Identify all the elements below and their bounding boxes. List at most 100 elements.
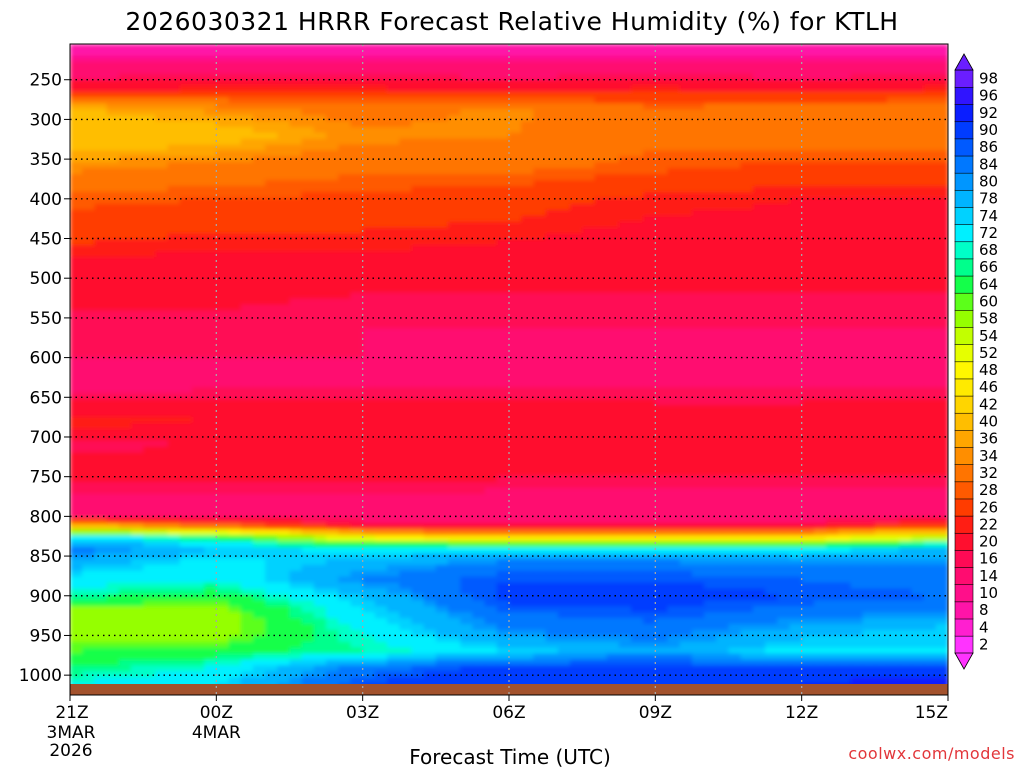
rh-cell bbox=[191, 61, 205, 69]
rh-cell bbox=[387, 251, 400, 258]
rh-cell bbox=[362, 203, 376, 211]
rh-cell bbox=[204, 257, 217, 264]
rh-cell bbox=[594, 257, 608, 264]
rh-cell bbox=[667, 144, 681, 152]
rh-cell bbox=[204, 209, 217, 217]
rh-cell bbox=[374, 73, 388, 81]
rh-cell bbox=[826, 150, 839, 158]
rh-cell bbox=[801, 132, 815, 140]
rh-cell bbox=[533, 215, 547, 223]
rh-cell bbox=[594, 322, 608, 329]
rh-cell bbox=[106, 79, 120, 87]
rh-cell bbox=[252, 416, 266, 424]
rh-cell bbox=[777, 197, 791, 205]
rh-cell bbox=[606, 434, 620, 442]
rh-cell bbox=[923, 416, 937, 424]
rh-cell bbox=[155, 446, 169, 453]
rh-cell bbox=[801, 221, 815, 229]
rh-cell bbox=[655, 227, 669, 234]
rh-cell bbox=[289, 251, 303, 258]
rh-cell bbox=[374, 416, 388, 424]
rh-cell bbox=[435, 446, 449, 453]
rh-cell bbox=[70, 310, 83, 317]
rh-cell bbox=[289, 405, 303, 412]
rh-cell bbox=[691, 304, 705, 311]
rh-cell bbox=[582, 49, 595, 57]
rh-cell bbox=[313, 345, 327, 353]
rh-cell bbox=[935, 174, 948, 181]
rh-cell bbox=[899, 239, 913, 246]
rh-cell bbox=[387, 215, 400, 223]
rh-cell bbox=[679, 286, 693, 294]
rh-cell bbox=[704, 233, 717, 240]
rh-cell bbox=[106, 44, 120, 51]
rh-cell bbox=[496, 268, 510, 276]
rh-cell bbox=[374, 393, 388, 400]
rh-cell bbox=[935, 197, 948, 205]
rh-cell bbox=[423, 79, 437, 87]
rh-cell bbox=[630, 97, 644, 104]
rh-cell bbox=[509, 227, 522, 234]
rh-cell bbox=[204, 304, 217, 311]
rh-cell bbox=[874, 73, 888, 81]
rh-cell bbox=[179, 126, 193, 134]
rh-cell bbox=[411, 446, 425, 453]
rh-cell bbox=[423, 375, 437, 382]
rh-cell bbox=[435, 138, 449, 146]
rh-cell bbox=[923, 286, 937, 294]
rh-cell bbox=[826, 369, 839, 377]
rh-cell bbox=[789, 109, 803, 116]
rh-cell bbox=[765, 446, 778, 453]
rh-cell bbox=[94, 191, 108, 199]
rh-cell bbox=[923, 422, 937, 430]
rh-cell bbox=[94, 168, 108, 175]
rh-cell bbox=[899, 251, 913, 258]
rh-cell bbox=[94, 393, 108, 400]
rh-cell bbox=[826, 292, 839, 300]
rh-cell bbox=[265, 381, 278, 388]
rh-cell bbox=[106, 363, 120, 371]
rh-cell bbox=[728, 416, 742, 424]
rh-cell bbox=[521, 49, 534, 57]
rh-cell bbox=[374, 310, 388, 317]
rh-cell bbox=[94, 422, 108, 430]
rh-cell bbox=[252, 73, 266, 81]
rh-cell bbox=[899, 434, 913, 442]
rh-cell bbox=[935, 239, 948, 246]
rh-cell bbox=[326, 428, 339, 436]
rh-cell bbox=[82, 180, 95, 187]
rh-cell bbox=[509, 73, 522, 81]
rh-cell bbox=[899, 186, 913, 193]
rh-cell bbox=[704, 369, 717, 377]
rh-cell bbox=[509, 363, 522, 371]
rh-cell bbox=[594, 286, 608, 294]
rh-cell bbox=[265, 215, 278, 223]
rh-cell bbox=[569, 103, 583, 110]
rh-cell bbox=[289, 67, 303, 75]
rh-cell bbox=[533, 103, 547, 110]
rh-cell bbox=[167, 239, 181, 246]
rh-cell bbox=[70, 322, 83, 329]
rh-cell bbox=[313, 162, 327, 169]
rh-cell bbox=[204, 168, 217, 175]
rh-cell bbox=[789, 73, 803, 81]
rh-cell bbox=[704, 316, 717, 323]
rh-cell bbox=[252, 280, 266, 288]
rh-cell bbox=[826, 61, 839, 69]
rh-cell bbox=[191, 203, 205, 211]
rh-cell bbox=[252, 239, 266, 246]
rh-cell bbox=[752, 67, 766, 75]
rh-cell bbox=[411, 339, 425, 347]
rh-cell bbox=[826, 144, 839, 152]
rh-cell bbox=[887, 191, 900, 199]
rh-cell bbox=[728, 156, 742, 163]
rh-cell bbox=[740, 268, 754, 276]
rh-cell bbox=[313, 274, 327, 282]
rh-cell bbox=[813, 174, 827, 181]
rh-cell bbox=[935, 162, 948, 169]
rh-cell bbox=[655, 257, 669, 264]
rh-cell bbox=[106, 138, 120, 146]
rh-cell bbox=[740, 203, 754, 211]
rh-cell bbox=[826, 268, 839, 276]
rh-cell bbox=[350, 67, 364, 75]
